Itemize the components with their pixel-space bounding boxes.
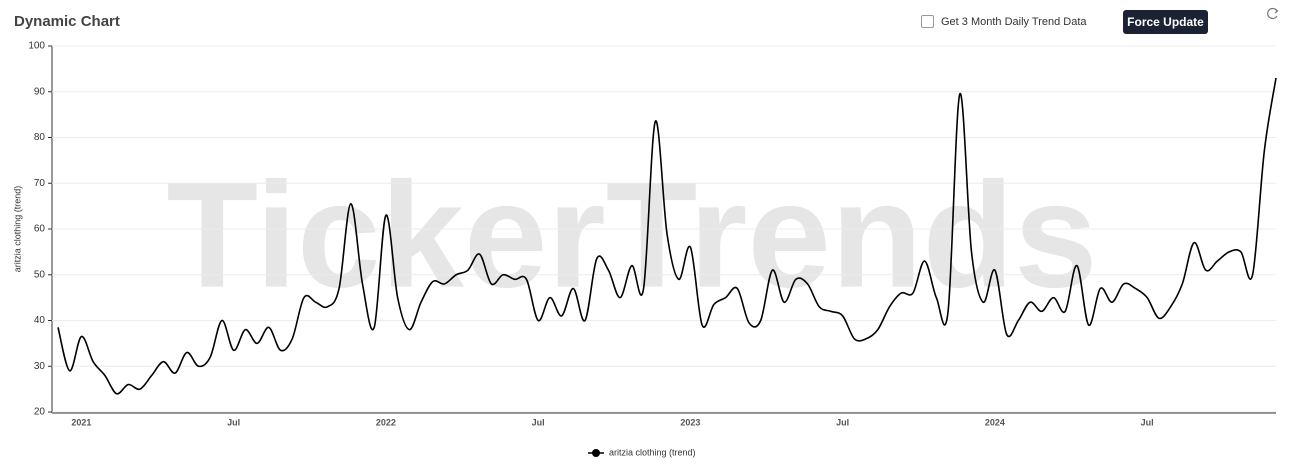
x-tick-label: 2021 xyxy=(71,417,91,427)
y-tick-label: 90 xyxy=(34,86,46,97)
x-tick-label: 2022 xyxy=(376,417,396,427)
x-tick-label: 2024 xyxy=(985,417,1005,427)
x-tick-label: Jul xyxy=(1141,417,1154,427)
x-tick-label: Jul xyxy=(227,417,240,427)
y-tick-label: 20 xyxy=(34,407,46,418)
y-tick-label: 70 xyxy=(34,178,46,189)
y-label-group: aritzia clothing (trend) xyxy=(12,186,22,273)
y-tick-label: 80 xyxy=(34,132,46,143)
page-title: Dynamic Chart xyxy=(14,13,120,30)
y-tick-label: 100 xyxy=(28,41,45,52)
refresh-icon[interactable] xyxy=(1267,7,1279,20)
y-tick-label: 50 xyxy=(34,269,46,280)
x-tick-label: Jul xyxy=(836,417,849,427)
legend-label: aritzia clothing (trend) xyxy=(609,447,696,457)
force-update-button[interactable]: Force Update xyxy=(1123,10,1208,34)
legend-marker xyxy=(592,449,600,457)
y-axis-label: aritzia clothing (trend) xyxy=(12,186,22,273)
daily-trend-toggle[interactable]: Get 3 Month Daily Trend Data xyxy=(921,15,1087,28)
x-tick-label: 2023 xyxy=(680,417,700,427)
checkbox[interactable] xyxy=(921,15,934,28)
checkbox-label: Get 3 Month Daily Trend Data xyxy=(941,15,1087,28)
watermark: TickerTrends xyxy=(166,151,1097,319)
y-tick-label: 30 xyxy=(34,361,46,372)
line-series xyxy=(57,77,1277,395)
y-tick-label: 60 xyxy=(34,224,46,235)
y-tick-label: 40 xyxy=(34,315,46,326)
x-tick-label: Jul xyxy=(532,417,545,427)
